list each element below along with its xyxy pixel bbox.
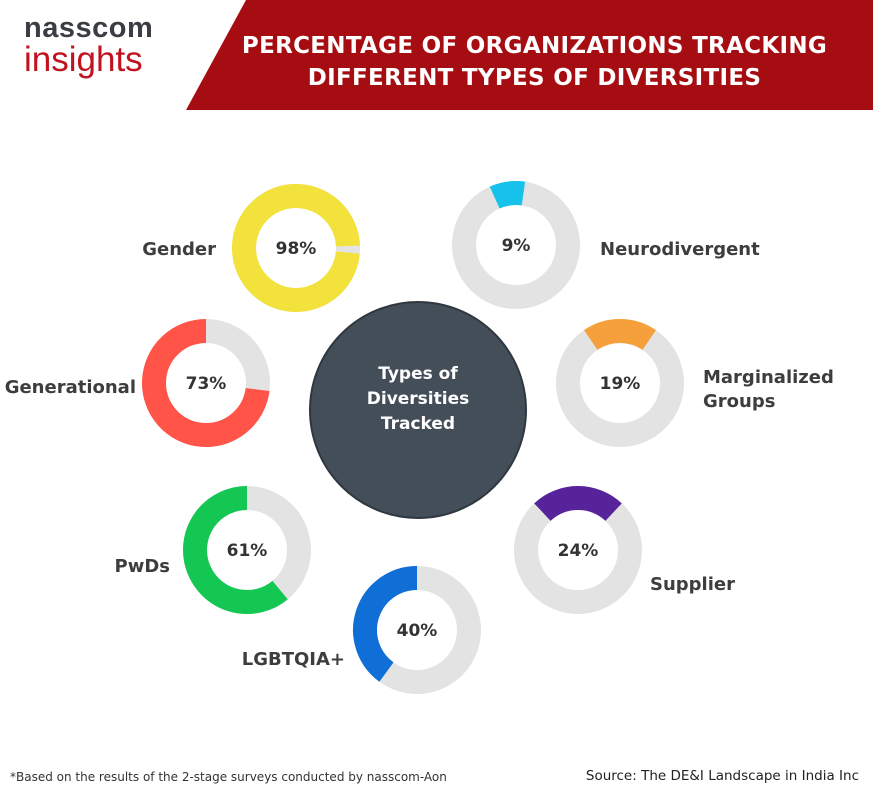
- donut-category-label: Neurodivergent: [600, 239, 760, 260]
- donut-value-arc: [232, 184, 360, 312]
- logo-line1: nasscom: [24, 12, 154, 44]
- center-text-line: Types of: [378, 364, 458, 384]
- donut-category-label: Gender: [142, 239, 216, 260]
- donut-value-arc: [534, 486, 622, 522]
- donut-marginalized-groups: 19% Marginalized Groups: [556, 319, 834, 447]
- donut-lgbtqia-: 40% LGBTQIA+: [242, 566, 481, 694]
- donut-generational: 73% Generational: [5, 319, 270, 447]
- donut-value-label: 73%: [186, 374, 227, 394]
- donut-category-label: Generational: [5, 377, 136, 398]
- center-hub: Types of Diversities Tracked: [309, 301, 527, 519]
- donut-value-label: 9%: [502, 236, 531, 256]
- donut-category-label: Marginalized: [703, 367, 834, 388]
- nasscom-logo: nasscom insights: [24, 12, 153, 78]
- donut-value-arc: [353, 566, 418, 682]
- donut-category-label: LGBTQIA+: [242, 649, 345, 670]
- donut-value-label: 19%: [600, 374, 641, 394]
- donut-category-label: Groups: [703, 391, 775, 412]
- donut-category-label: PwDs: [115, 556, 170, 577]
- donut-value-label: 24%: [558, 541, 599, 561]
- footnote: *Based on the results of the 2-stage sur…: [10, 770, 447, 784]
- title-line1: PERCENTAGE OF ORGANIZATIONS TRACKING: [241, 33, 828, 59]
- donut-value-label: 40%: [397, 621, 438, 641]
- donut-gender: 98% Gender: [142, 184, 360, 312]
- donut-neurodivergent: 9% Neurodivergent: [452, 181, 760, 309]
- donut-chart: Types of Diversities Tracked 98% Gender 9% Neu…: [5, 181, 834, 694]
- center-text-line: Diversities: [367, 389, 469, 409]
- donut-value-arc: [584, 319, 656, 351]
- donut-category-label: Supplier: [650, 574, 735, 595]
- title-banner: [186, 0, 873, 110]
- donut-value-label: 61%: [227, 541, 268, 561]
- center-circle: [309, 301, 527, 519]
- banner-cut: [186, 0, 246, 110]
- donut-value-label: 98%: [276, 239, 317, 259]
- donut-pwds: 61% PwDs: [115, 486, 311, 614]
- source-note: Source: The DE&I Landscape in India Inc: [585, 768, 859, 784]
- page-title: PERCENTAGE OF ORGANIZATIONS TRACKING DIF…: [196, 30, 873, 94]
- center-text-line: Tracked: [381, 414, 455, 434]
- title-line2: DIFFERENT TYPES OF DIVERSITIES: [307, 65, 762, 91]
- logo-line2: insights: [24, 40, 143, 79]
- donut-value-arc: [142, 319, 270, 447]
- donut-value-arc: [489, 181, 526, 209]
- donut-value-arc: [183, 486, 288, 614]
- donut-supplier: 24% Supplier: [514, 486, 735, 614]
